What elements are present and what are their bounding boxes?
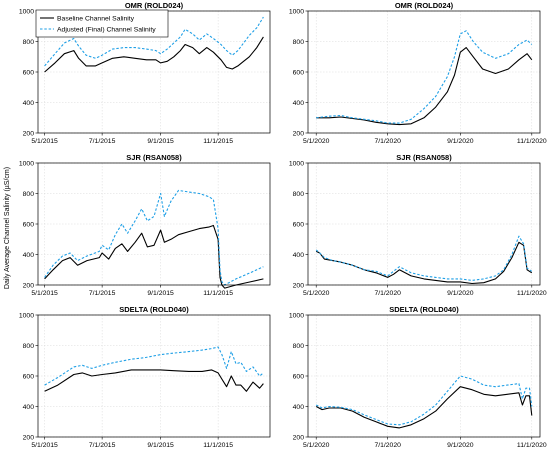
series-baseline-line <box>44 36 264 73</box>
panel-title: SDELTA (ROLD040) <box>389 305 459 314</box>
plot-frame <box>307 314 541 438</box>
x-tick-label: 11/1/2020 <box>517 290 547 297</box>
panels: OMR (ROLD024) 200 400 600 800 1000 5/1/2015 7/1… <box>19 1 547 449</box>
panel-1: OMR (ROLD024) 200 400 600 800 1000 5/1/2015 7/1… <box>19 1 271 145</box>
legend: Baseline Channel Salinity Adjusted (Fina… <box>35 9 169 38</box>
y-tick-label: 800 <box>293 343 305 350</box>
x-tick-label: 5/1/2015 <box>31 290 58 297</box>
y-tick-label: 600 <box>23 373 35 380</box>
panel-title: SJR (RSAN058) <box>126 153 182 162</box>
panel-title: SDELTA (ROLD040) <box>119 305 189 314</box>
y-tick-label: 200 <box>23 434 35 441</box>
y-tick-label: 800 <box>23 343 35 350</box>
series-adjusted-line <box>44 346 264 386</box>
plot-frame <box>37 162 271 286</box>
x-tick-label: 5/1/2015 <box>31 138 58 145</box>
x-tick-label: 5/1/2020 <box>303 138 330 145</box>
y-tick-label: 200 <box>293 130 305 137</box>
x-tick-label: 11/1/2015 <box>203 442 233 449</box>
y-tick-label: 200 <box>293 282 305 289</box>
plot-frame <box>37 314 271 438</box>
y-tick-label: 1000 <box>289 312 304 319</box>
y-tick-label: 800 <box>23 191 35 198</box>
y-tick-label: 800 <box>23 39 35 46</box>
x-tick-label: 9/1/2020 <box>447 138 474 145</box>
x-tick-label: 9/1/2015 <box>147 290 174 297</box>
x-tick-label: 11/1/2015 <box>203 138 233 145</box>
series-adjusted-line <box>44 16 264 67</box>
series-baseline-line <box>316 47 533 126</box>
y-tick-label: 600 <box>23 69 35 76</box>
y-tick-label: 400 <box>293 100 305 107</box>
panel-2: OMR (ROLD024) 200 400 600 800 1000 5/1/2020 7/1… <box>289 1 547 145</box>
y-tick-label: 1000 <box>289 160 304 167</box>
x-tick-label: 7/1/2020 <box>374 138 401 145</box>
panel-4: SJR (RSAN058) 200 400 600 800 1000 5/1/2020 7/1… <box>289 153 547 297</box>
y-tick-label: 600 <box>23 221 35 228</box>
x-tick-label: 9/1/2020 <box>447 290 474 297</box>
x-tick-label: 7/1/2020 <box>374 442 401 449</box>
y-tick-label: 1000 <box>289 8 304 15</box>
panel-6: SDELTA (ROLD040) 200 400 600 800 1000 5/1/2020… <box>289 305 547 449</box>
y-tick-label: 400 <box>23 100 35 107</box>
y-tick-label: 400 <box>23 404 35 411</box>
x-tick-label: 7/1/2020 <box>374 290 401 297</box>
series-adjusted-line <box>315 375 533 426</box>
series-baseline-line <box>44 224 264 289</box>
x-tick-label: 5/1/2015 <box>31 442 58 449</box>
legend-label-adjusted: Adjusted (Final) Channel Salinity <box>57 27 156 34</box>
legend-label-baseline: Baseline Channel Salinity <box>57 16 135 23</box>
y-tick-label: 800 <box>293 191 305 198</box>
y-tick-label: 600 <box>293 221 305 228</box>
x-tick-label: 9/1/2015 <box>147 138 174 145</box>
series-baseline-line <box>44 369 264 392</box>
y-tick-label: 400 <box>293 404 305 411</box>
y-tick-label: 600 <box>293 69 305 76</box>
y-tick-label: 1000 <box>19 160 34 167</box>
series-adjusted-line <box>44 189 264 286</box>
panel-title: OMR (ROLD024) <box>395 1 454 10</box>
series-baseline-line <box>315 241 533 285</box>
panel-title: SJR (RSAN058) <box>396 153 452 162</box>
y-tick-label: 200 <box>23 130 35 137</box>
y-tick-label: 1000 <box>19 312 34 319</box>
x-tick-label: 11/1/2015 <box>203 290 233 297</box>
x-tick-label: 5/1/2020 <box>303 290 330 297</box>
x-tick-label: 7/1/2015 <box>89 290 116 297</box>
x-tick-label: 9/1/2015 <box>147 442 174 449</box>
y-tick-label: 200 <box>23 282 35 289</box>
legend-box <box>35 9 169 38</box>
y-axis-label: Daily Average Channel Salinity (µS/cm) <box>4 167 11 289</box>
plot-frame <box>307 10 541 134</box>
y-tick-label: 800 <box>293 39 305 46</box>
panel-3: SJR (RSAN058) 200 400 600 800 1000 5/1/2015 7/1… <box>19 153 271 297</box>
plot-frame <box>307 162 541 286</box>
y-tick-label: 200 <box>293 434 305 441</box>
x-tick-label: 7/1/2015 <box>89 442 116 449</box>
y-tick-label: 400 <box>23 252 35 259</box>
x-tick-label: 5/1/2020 <box>303 442 330 449</box>
x-tick-label: 11/1/2020 <box>517 442 547 449</box>
x-tick-label: 11/1/2020 <box>517 138 547 145</box>
y-tick-label: 400 <box>293 252 305 259</box>
y-tick-label: 600 <box>293 373 305 380</box>
series-baseline-line <box>315 386 533 429</box>
y-tick-label: 1000 <box>19 8 34 15</box>
panel-title: OMR (ROLD024) <box>125 1 184 10</box>
x-tick-label: 9/1/2020 <box>447 442 474 449</box>
panel-5: SDELTA (ROLD040) 200 400 600 800 1000 5/1/2015… <box>19 305 271 449</box>
x-tick-label: 7/1/2015 <box>89 138 116 145</box>
